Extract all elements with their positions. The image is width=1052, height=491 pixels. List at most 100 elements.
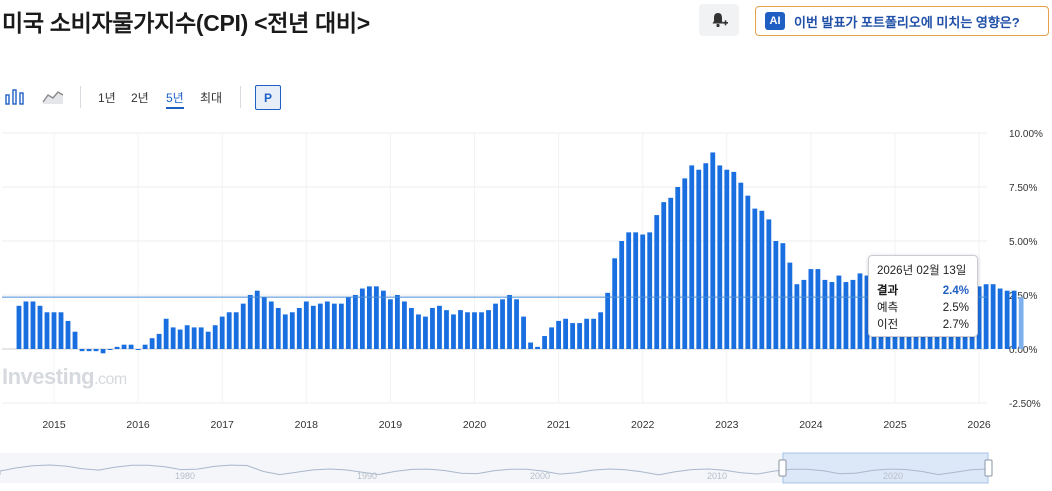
bar	[983, 284, 989, 349]
bar-chart-type-button[interactable]	[4, 86, 26, 111]
ai-insight-button[interactable]: AI 이번 발표가 포트폴리오에 미치는 영향은?	[755, 6, 1049, 36]
add-alert-button[interactable]	[699, 4, 739, 36]
data-tooltip: 2026년 02월 13일 결과 2.4% 예측 2.5% 이전 2.7%	[868, 255, 978, 337]
bar	[423, 316, 428, 349]
bar	[212, 325, 218, 349]
bar	[1011, 290, 1017, 349]
investing-watermark: Investing.com	[2, 364, 127, 390]
tooltip-forecast-label: 예측	[877, 302, 899, 314]
bar	[577, 323, 583, 349]
y-tick-label: 5.00%	[1009, 237, 1037, 248]
bar	[801, 279, 807, 349]
tooltip-previous-row: 이전 2.7%	[877, 317, 969, 334]
bar	[233, 312, 239, 349]
y-tick-label: 7.50%	[1009, 183, 1037, 194]
bar	[605, 292, 611, 349]
bar	[65, 320, 71, 349]
x-tick-label: 2019	[379, 419, 403, 431]
x-tick-label: 2021	[547, 419, 571, 431]
bar	[612, 258, 618, 349]
bar	[521, 316, 526, 349]
range-5y-button[interactable]: 5년	[166, 89, 184, 109]
tooltip-date: 2026년 02월 13일	[877, 265, 967, 277]
bar	[254, 290, 260, 349]
range-2y-button[interactable]: 2년	[131, 91, 149, 105]
bar	[114, 346, 120, 349]
bar	[79, 349, 85, 352]
x-tick-label: 2018	[295, 419, 319, 431]
bar	[268, 301, 274, 349]
bar	[107, 349, 113, 350]
navigator-label: 1990	[357, 471, 377, 481]
range-1y-button[interactable]: 1년	[98, 91, 116, 105]
p-toggle-button[interactable]: P	[255, 85, 281, 110]
bar	[745, 195, 751, 349]
bar	[598, 312, 604, 349]
bar	[156, 333, 162, 349]
bar	[93, 349, 99, 352]
x-tick-label: 2015	[42, 419, 66, 431]
bar	[373, 286, 379, 349]
ai-badge: AI	[765, 12, 785, 30]
bar	[766, 219, 772, 349]
y-tick-label: 10.00%	[1009, 129, 1043, 140]
watermark-brand: Investing	[2, 364, 95, 389]
page-title: 미국 소비자물가지수(CPI) <전년 대비>	[2, 10, 370, 36]
bar	[864, 275, 870, 349]
x-tick-label: 2025	[883, 419, 907, 431]
range-max-button[interactable]: 최대	[200, 91, 223, 105]
bar	[829, 282, 835, 349]
y-tick-label: -2.50%	[1009, 399, 1041, 410]
bar	[822, 279, 828, 349]
navigator-label: 2000	[530, 471, 550, 481]
bar	[626, 232, 632, 349]
bar	[275, 307, 281, 349]
bar	[86, 349, 92, 352]
bar	[191, 327, 197, 349]
bar	[402, 301, 407, 349]
bar	[633, 232, 639, 349]
bar	[850, 279, 856, 349]
y-tick-label: 0.00%	[1009, 345, 1037, 356]
bar	[458, 310, 463, 349]
bar	[689, 165, 695, 349]
tooltip-previous-label: 이전	[877, 319, 899, 331]
navigator-line	[0, 464, 989, 476]
bar	[430, 307, 435, 349]
bar	[451, 314, 456, 349]
bar	[472, 312, 477, 349]
bar	[331, 303, 337, 349]
bar	[135, 349, 141, 350]
bar	[149, 338, 155, 349]
x-tick-label: 2020	[463, 419, 487, 431]
bar	[184, 325, 190, 349]
bar	[100, 349, 106, 354]
bar	[416, 314, 421, 349]
bar	[682, 178, 688, 349]
x-tick-label: 2022	[631, 419, 655, 431]
x-tick-label: 2017	[211, 419, 235, 431]
bar	[759, 210, 765, 349]
bar	[359, 288, 365, 349]
navigator-label: 1980	[175, 471, 195, 481]
bar	[388, 299, 393, 349]
bar	[857, 273, 863, 349]
bar	[717, 165, 723, 349]
bar	[549, 327, 554, 349]
area-chart-type-button[interactable]	[42, 86, 64, 111]
bar	[507, 295, 512, 349]
bar	[787, 262, 793, 349]
bar	[240, 303, 246, 349]
navigator-handle-left	[778, 459, 787, 477]
x-tick-label: 2023	[715, 419, 739, 431]
navigator-label: 2020	[883, 471, 903, 481]
bar	[990, 284, 996, 349]
bar	[794, 284, 800, 349]
bar	[366, 286, 372, 349]
bar	[647, 232, 653, 349]
bar	[542, 336, 547, 349]
bar	[345, 297, 351, 349]
bar	[296, 307, 302, 349]
bar	[815, 269, 821, 349]
